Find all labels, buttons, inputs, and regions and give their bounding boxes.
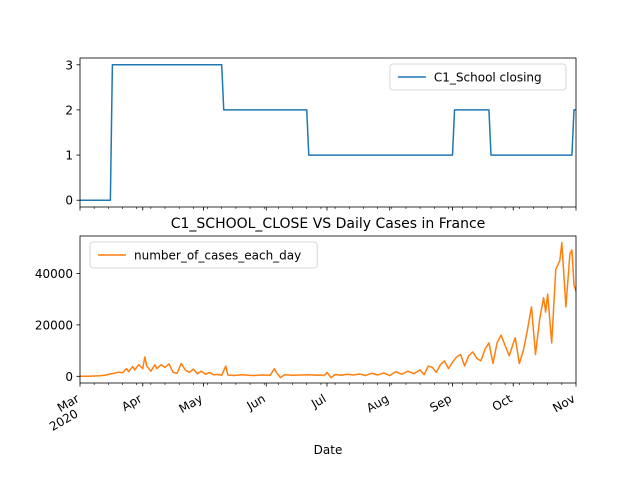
top-legend: C1_School closing <box>389 63 567 91</box>
y-tick-label: 40000 <box>35 267 73 281</box>
legend-box <box>389 63 567 91</box>
legend-label: number_of_cases_each_day <box>134 249 301 263</box>
axes-frame <box>79 57 577 208</box>
y-tick-label: 3 <box>65 58 73 72</box>
y-tick-label: 20000 <box>35 318 73 332</box>
x-tick-label: Jul <box>308 391 328 411</box>
top-subplot: 0 1 2 3 C1_School closing <box>65 57 577 211</box>
legend-box <box>89 241 318 269</box>
x-axis-label: Date <box>314 443 343 457</box>
bottom-subplot-frame <box>79 235 577 384</box>
legend-label: C1_School closing <box>434 71 542 85</box>
y-tick-label: 2 <box>65 103 73 117</box>
y-tick-label: 1 <box>65 149 73 163</box>
bottom-legend: number_of_cases_each_day <box>89 241 318 269</box>
top-subplot-frame <box>79 57 577 208</box>
chart-title: C1_SCHOOL_CLOSE VS Daily Cases in France <box>171 216 486 232</box>
series-line-c1-school-closing <box>80 64 576 201</box>
axes-frame <box>79 235 577 384</box>
series-line-number-of-cases-each-day <box>79 241 577 379</box>
y-tick-label: 0 <box>65 370 73 384</box>
bottom-subplot: C1_SCHOOL_CLOSE VS Daily Cases in France… <box>35 216 578 457</box>
y-tick-label: 0 <box>65 194 73 208</box>
